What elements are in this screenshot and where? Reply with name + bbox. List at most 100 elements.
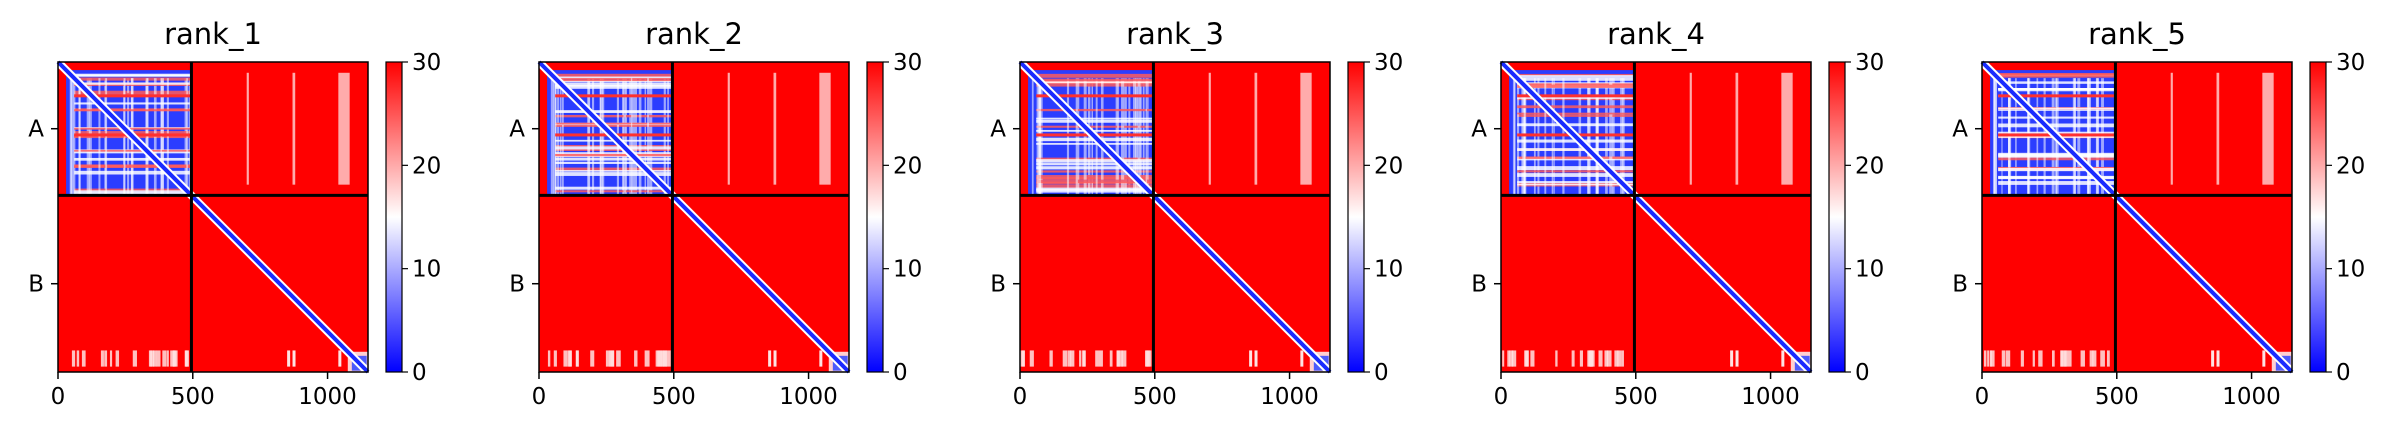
inter-chain-patch bbox=[553, 350, 557, 367]
inter-chain-patch bbox=[1249, 350, 1253, 367]
chain-a-stripe bbox=[555, 77, 673, 82]
colorbar-tick-label: 30 bbox=[1374, 50, 1403, 76]
inter-chain-patch bbox=[1524, 350, 1529, 367]
chain-a-stripe bbox=[550, 78, 554, 196]
inter-chain-patch bbox=[1508, 350, 1514, 367]
chain-a-stripe bbox=[667, 78, 669, 196]
chain-a-stripe bbox=[74, 170, 192, 175]
chain-a-stripe bbox=[1124, 78, 1127, 196]
inter-chain-patch bbox=[575, 350, 579, 367]
x-tick-label: 500 bbox=[171, 384, 215, 410]
inter-chain-patch bbox=[156, 350, 161, 367]
colorbar bbox=[2310, 62, 2326, 372]
chain-a-stripe bbox=[1137, 78, 1141, 196]
chain-a-band bbox=[1998, 94, 2116, 98]
chain-a-stripe bbox=[1993, 78, 1997, 196]
inter-chain-stripe bbox=[338, 72, 350, 185]
chain-a-stripe bbox=[555, 186, 673, 190]
inter-chain-stripe bbox=[292, 72, 296, 185]
inter-chain-patch bbox=[773, 350, 777, 367]
chain-a-stripe bbox=[1036, 142, 1154, 145]
chain-a-stripe bbox=[1036, 78, 1154, 82]
chain-a-stripe bbox=[1036, 73, 1154, 78]
chain-a-stripe bbox=[555, 146, 673, 150]
chain-a-stripe bbox=[1587, 78, 1590, 196]
panel-title: rank_4 bbox=[1607, 17, 1705, 51]
chain-a-stripe bbox=[1066, 78, 1070, 196]
inter-chain-stripe bbox=[773, 72, 777, 185]
chain-a-stripe bbox=[1036, 175, 1154, 179]
chain-label: A bbox=[990, 117, 1006, 143]
inter-chain-patch bbox=[1990, 350, 1995, 367]
chain-label: A bbox=[1471, 117, 1487, 143]
chain-a-stripe bbox=[160, 78, 162, 196]
inter-chain-patch bbox=[655, 350, 661, 367]
diagonal bbox=[1018, 60, 1332, 374]
x-tick-label: 0 bbox=[1975, 384, 1990, 410]
chain-a-stripe bbox=[644, 78, 647, 196]
chain-a-stripe bbox=[74, 164, 192, 168]
x-tick-label: 500 bbox=[1133, 384, 1177, 410]
inter-chain-stripe bbox=[2262, 72, 2274, 185]
chain-a-stripe bbox=[1553, 78, 1555, 196]
chain-a-stripe bbox=[2027, 78, 2031, 196]
inter-chain-patch bbox=[1062, 350, 1068, 367]
chain-a-stripe bbox=[1036, 108, 1154, 112]
chain-a-stripe bbox=[2072, 78, 2076, 196]
colorbar-frame bbox=[1828, 61, 1846, 373]
chain-a-stripe bbox=[587, 78, 590, 196]
inter-chain-patch bbox=[1987, 350, 1990, 367]
chain-a-stripe bbox=[186, 78, 188, 196]
inter-chain-patch bbox=[115, 350, 120, 367]
chain-a-stripe bbox=[1121, 78, 1125, 196]
colorbar-tick-label: 20 bbox=[1374, 153, 1403, 179]
chain-a-stripe bbox=[1083, 78, 1087, 196]
inter-chain-patch bbox=[2066, 350, 2072, 367]
colorbar-tick-label: 30 bbox=[412, 50, 441, 76]
chain-a-stripe bbox=[562, 78, 564, 196]
heatmap-frame bbox=[1981, 61, 2293, 373]
colorbar-tick-label: 10 bbox=[1855, 257, 1884, 283]
chain-a-stripe bbox=[1998, 88, 2116, 91]
chain-a-stripe bbox=[74, 190, 192, 194]
inter-chain-patch bbox=[2064, 350, 2068, 367]
chain-a-stripe bbox=[1533, 78, 1536, 196]
chain-a-stripe bbox=[1036, 78, 1040, 196]
diagonal bbox=[537, 60, 851, 374]
chain-a-stripe bbox=[599, 78, 603, 196]
inter-chain-patch bbox=[1614, 350, 1619, 367]
chain-a-stripe bbox=[622, 78, 625, 196]
chain-a-stripe bbox=[1036, 125, 1154, 128]
chain-a-stripe bbox=[1075, 78, 1078, 196]
chain-label: B bbox=[1952, 272, 1968, 298]
panel-3: rank_3 0 500 1000 A B 0 10 20 30 bbox=[990, 17, 1403, 410]
inter-chain-patch bbox=[184, 350, 188, 367]
inter-chain-patch bbox=[666, 350, 671, 367]
colorbar-tick-label: 20 bbox=[2336, 153, 2365, 179]
chain-a-stripe bbox=[630, 78, 633, 196]
heatmap-frame bbox=[538, 61, 850, 373]
chain-a-stripe bbox=[1145, 78, 1148, 196]
chain-a-stripe bbox=[1517, 98, 1635, 101]
colorbar bbox=[1829, 62, 1845, 372]
colorbar-tick-label: 20 bbox=[893, 153, 922, 179]
inter-chain-patch bbox=[1300, 350, 1304, 367]
chain-a-stripe bbox=[1517, 181, 1635, 184]
chain-a-stripe bbox=[555, 76, 673, 80]
chain-a-stripe bbox=[1135, 78, 1138, 196]
chain-a-stripe bbox=[145, 78, 149, 196]
chain-a-stripe bbox=[1517, 82, 1635, 85]
inter-chain-patch bbox=[1029, 350, 1034, 367]
panel-5: rank_5 0 500 1000 A B 0 10 20 30 bbox=[1952, 17, 2365, 410]
inter-chain-stripe bbox=[1208, 72, 1211, 185]
x-tick-label: 1000 bbox=[1741, 384, 1800, 410]
colorbar-tick-label: 10 bbox=[2336, 257, 2365, 283]
chain-a-stripe bbox=[2008, 78, 2011, 196]
colorbar-tick-label: 0 bbox=[412, 360, 427, 386]
inter-chain-patch bbox=[1530, 350, 1535, 367]
chain-a-stripe bbox=[1517, 77, 1635, 81]
inter-chain-patch bbox=[2052, 350, 2055, 367]
inter-chain-stripe bbox=[819, 72, 831, 185]
chain-a-stripe bbox=[555, 80, 673, 83]
chain-a-stripe bbox=[1036, 81, 1154, 84]
